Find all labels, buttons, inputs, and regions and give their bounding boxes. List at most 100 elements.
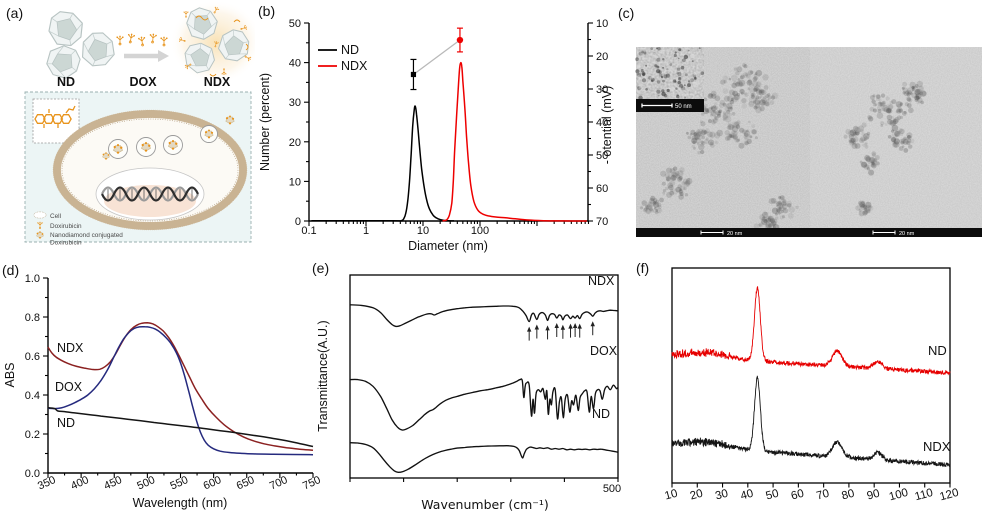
aggregate-dot	[867, 161, 871, 164]
aggregate-dot	[770, 197, 777, 204]
aggregate-dot	[724, 116, 732, 123]
aggregate-dot	[687, 135, 692, 140]
aggregate-dot	[648, 201, 655, 208]
nd-curve-label: ND	[57, 416, 75, 430]
aggregate-dot	[671, 174, 677, 181]
aggregate-dot	[753, 100, 757, 104]
inset-particle-dot	[650, 47, 654, 50]
aggregate-dot	[864, 144, 869, 149]
aggregate-dot	[709, 113, 713, 117]
aggregate-dot	[894, 130, 900, 137]
aggregate-dot	[775, 204, 779, 208]
inset-particle-dot	[694, 76, 697, 79]
aggregate-dot	[911, 85, 915, 90]
aggregate-dot	[897, 104, 902, 109]
aggregate-dot	[720, 79, 726, 85]
aggregate-dot	[914, 98, 918, 103]
x-tick-label: 10	[663, 488, 678, 503]
aggregate-dot	[672, 177, 676, 181]
series-curve-ndx	[47, 322, 314, 451]
aggregate-dot	[762, 211, 769, 218]
aggregate-dot	[765, 102, 770, 107]
y-right-tick-label: 30	[596, 84, 608, 96]
aggregate-dot	[865, 205, 872, 212]
aggregate-dot	[754, 136, 758, 140]
aggregate-dot	[714, 95, 721, 102]
aggregate-dot	[759, 99, 766, 106]
dox-trace-label: DOX	[590, 344, 618, 358]
aggregate-dot	[870, 162, 877, 168]
aggregate-dot	[739, 89, 745, 95]
left-scalebar-line	[700, 230, 724, 235]
aggregate-dot	[679, 176, 683, 180]
inset-particle-dot	[676, 93, 679, 97]
ftir-trace-nd	[349, 442, 619, 473]
aggregate-dot	[899, 102, 904, 106]
aggregate-dot	[767, 95, 772, 100]
x-tick-label: 90	[866, 488, 881, 503]
aggregate-dot	[849, 138, 855, 144]
y-tick-label: 0.0	[25, 468, 40, 480]
aggregate-dot	[755, 81, 762, 87]
aggregate-dot	[742, 63, 747, 68]
aggregate-dot	[865, 136, 869, 140]
aggregate-dot	[654, 200, 658, 205]
inset-particle-dot	[682, 60, 687, 65]
aggregate-dot	[754, 102, 761, 109]
ndx-trace-label: NDX	[588, 274, 615, 288]
aggregate-dot	[738, 142, 745, 149]
inset-particle-dot	[672, 79, 677, 83]
aggregate-dot	[691, 144, 696, 148]
aggregate-dot	[864, 142, 868, 146]
aggregate-dot	[891, 129, 895, 133]
aggregate-dot	[865, 164, 870, 169]
aggregate-dot	[909, 138, 915, 144]
panel-b-label: (b)	[258, 3, 275, 19]
aggregate-dot	[722, 102, 727, 107]
aggregate-dot	[737, 138, 741, 142]
panel-d-svg: (d) 350 400 450 500 550 600 650 700 7500.00.20.4…	[2, 262, 323, 510]
aggregate-dot	[735, 82, 740, 87]
inset-particle-dot	[663, 74, 668, 79]
aggregate-dot	[772, 223, 775, 227]
aggregate-dot	[652, 200, 656, 204]
aggregate-dot	[667, 182, 674, 189]
ftir-trace-dox	[349, 378, 619, 431]
y-axis-left-title: Number (percent)	[258, 73, 272, 171]
nd-label: ND	[57, 75, 75, 89]
inset-particle-dot	[676, 67, 681, 71]
aggregate-dot	[875, 94, 881, 99]
series-curve-ndx	[442, 61, 587, 222]
aggregate-dot	[892, 118, 897, 122]
aggregate-dot	[780, 210, 784, 213]
aggregate-dot	[723, 80, 727, 84]
inset-particle-dot	[642, 57, 645, 60]
aggregate-dot	[703, 97, 708, 102]
peak-arrow-head-icon	[560, 324, 566, 330]
aggregate-dot	[739, 88, 744, 94]
aggregate-dot	[645, 204, 648, 208]
x-tick-label: 550	[168, 474, 190, 492]
aggregate-dot	[660, 170, 667, 177]
inset-particle-dot	[640, 60, 643, 63]
inset-particle-dot	[639, 86, 643, 91]
inset-particle-dot	[678, 48, 682, 52]
aggregate-dot	[914, 95, 920, 101]
aggregate-dot	[672, 172, 678, 178]
aggregate-dot	[902, 87, 908, 93]
inset-particle-dot	[638, 83, 643, 88]
ndx-label: NDX	[204, 75, 231, 89]
aggregate-dot	[710, 90, 717, 97]
inset-particle-dot	[662, 66, 664, 69]
aggregate-dot	[848, 133, 854, 140]
xrd-pattern-ndx	[671, 375, 951, 468]
aggregate-dot	[728, 113, 732, 117]
aggregate-dot	[677, 177, 682, 182]
dna-helix-icon	[101, 186, 199, 202]
aggregate-dot	[889, 121, 895, 127]
aggregate-dot	[778, 195, 782, 199]
inset-particle-dot	[695, 80, 700, 85]
y-left-tick-label: 10	[289, 176, 301, 188]
panel-a-label: (a)	[6, 5, 23, 21]
aggregate-dot	[904, 102, 909, 107]
